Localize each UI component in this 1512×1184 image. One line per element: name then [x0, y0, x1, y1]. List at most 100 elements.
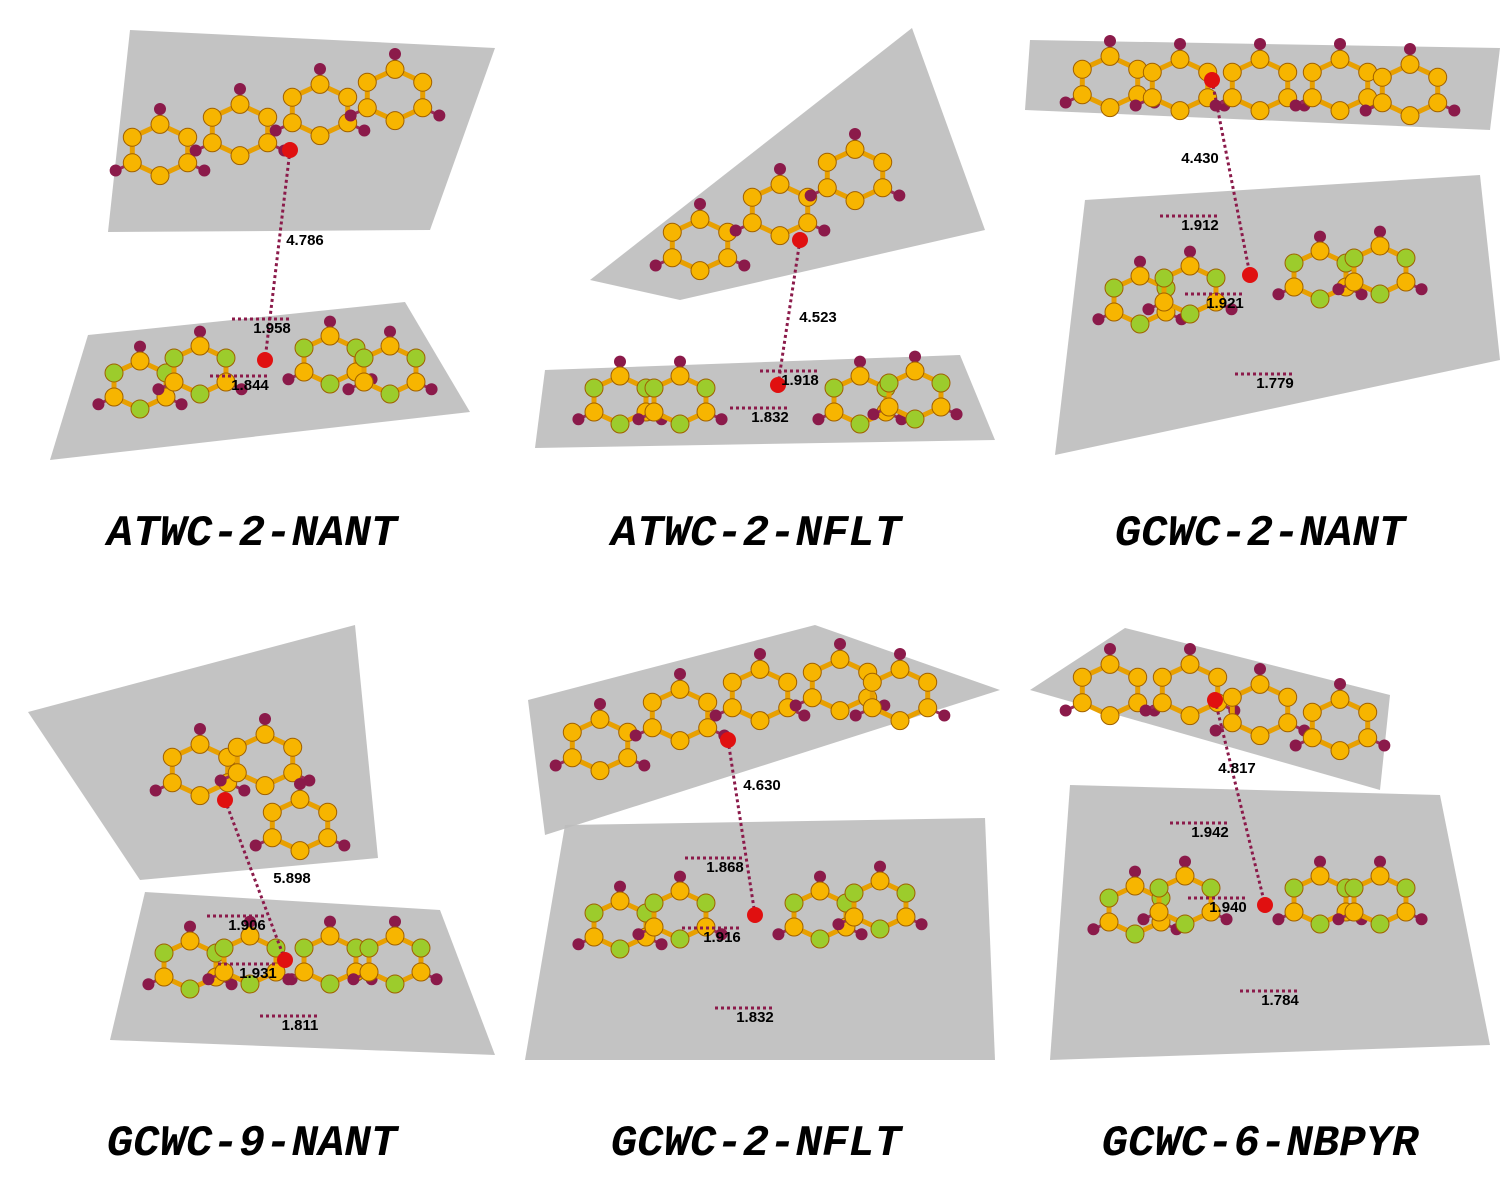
panel: 4.630 1.868 1.916 1.832 GCWC-2-NFLT: [525, 625, 1000, 1169]
hydrogen-atom: [259, 713, 271, 726]
atom: [104, 363, 124, 383]
atom: [562, 722, 582, 742]
hydrogen-atom: [1272, 288, 1285, 301]
top-plane: [590, 28, 985, 300]
panel: 4.430 1.912 1.921 1.779 GCWC-2-NANT: [1025, 35, 1500, 559]
atom: [584, 378, 604, 398]
atom: [385, 59, 405, 79]
hydrogen-atom: [1355, 288, 1368, 301]
atom: [214, 938, 234, 958]
atom: [1302, 728, 1322, 748]
hydrogen-atom: [225, 978, 238, 991]
atom: [1104, 302, 1124, 322]
atom: [227, 737, 247, 757]
atom: [742, 213, 762, 233]
atom: [230, 146, 250, 166]
hydrogen-atom: [303, 774, 316, 787]
hydrogen-atom: [674, 870, 686, 883]
hydrogen-atom: [1209, 724, 1222, 737]
atom: [1370, 866, 1390, 886]
atom: [411, 938, 431, 958]
distance-label: 1.921: [1206, 295, 1244, 312]
atom: [190, 734, 210, 754]
hydrogen-atom: [1289, 739, 1302, 752]
atom: [1180, 304, 1200, 324]
atom: [844, 883, 864, 903]
atom: [1428, 93, 1448, 113]
atom: [320, 974, 340, 994]
atom: [1344, 902, 1364, 922]
hydrogen-atom: [694, 198, 706, 211]
hydrogen-atom: [738, 259, 751, 272]
hydrogen-atom: [1139, 704, 1152, 717]
atom: [1206, 268, 1226, 288]
distance-label: 1.832: [751, 409, 789, 426]
hydrogen-atom: [430, 973, 443, 986]
hydrogen-atom: [909, 350, 921, 363]
hydrogen-atom: [855, 928, 868, 941]
atom: [1222, 687, 1242, 707]
atom: [1370, 914, 1390, 934]
oxygen-atom: [282, 142, 298, 158]
bottom-plane: [50, 302, 470, 460]
oxygen-atom: [770, 377, 786, 393]
hydrogen-atom: [1448, 104, 1461, 117]
atom: [879, 397, 899, 417]
atom: [1170, 49, 1190, 69]
hydrogen-atom: [184, 920, 196, 933]
oxygen-atom: [747, 907, 763, 923]
atom: [590, 761, 610, 781]
hydrogen-atom: [324, 915, 336, 928]
hydrogen-atom: [867, 408, 880, 421]
panel-caption: GCWC-2-NANT: [1115, 509, 1408, 559]
atom: [385, 974, 405, 994]
atom: [1149, 878, 1169, 898]
hydrogen-atom: [774, 163, 786, 176]
hydrogen-atom: [549, 759, 562, 772]
oxygen-atom: [1257, 897, 1273, 913]
hydrogen-atom: [715, 928, 728, 941]
atom: [1072, 85, 1092, 105]
atom: [354, 348, 374, 368]
hydrogen-atom: [1174, 38, 1186, 51]
atom: [1284, 277, 1304, 297]
hydrogen-atom: [389, 48, 401, 61]
hydrogen-atom: [572, 938, 585, 951]
hydrogen-atom: [214, 774, 227, 787]
atom: [1330, 689, 1350, 709]
atom: [670, 731, 690, 751]
oxygen-atom: [1242, 267, 1258, 283]
atom: [1154, 292, 1174, 312]
distance-label: 1.918: [781, 372, 819, 389]
hydrogen-atom: [1059, 704, 1072, 717]
hydrogen-atom: [1374, 225, 1386, 238]
atom: [1344, 248, 1364, 268]
hydrogen-atom: [149, 784, 162, 797]
atom: [150, 166, 170, 186]
atom: [178, 153, 198, 173]
atom: [290, 789, 310, 809]
atom: [318, 828, 338, 848]
hydrogen-atom: [1378, 739, 1391, 752]
panel: 4.523 1.918 1.832 ATWC-2-NFLT: [535, 28, 995, 559]
atom: [1142, 62, 1162, 82]
hydrogen-atom: [1314, 855, 1326, 868]
atom: [670, 414, 690, 434]
atom: [1100, 98, 1120, 118]
atom: [862, 698, 882, 718]
atom: [770, 174, 790, 194]
atom: [905, 361, 925, 381]
atom: [1284, 253, 1304, 273]
distance-label: 1.940: [1209, 899, 1247, 916]
hydrogen-atom: [324, 315, 336, 328]
atom: [130, 351, 150, 371]
atom: [590, 709, 610, 729]
hydrogen-atom: [154, 103, 166, 116]
atom: [180, 931, 200, 951]
hydrogen-atom: [832, 918, 845, 931]
atom: [845, 139, 865, 159]
distance-label: 1.942: [1191, 824, 1229, 841]
atom: [1396, 902, 1416, 922]
atom: [255, 776, 275, 796]
